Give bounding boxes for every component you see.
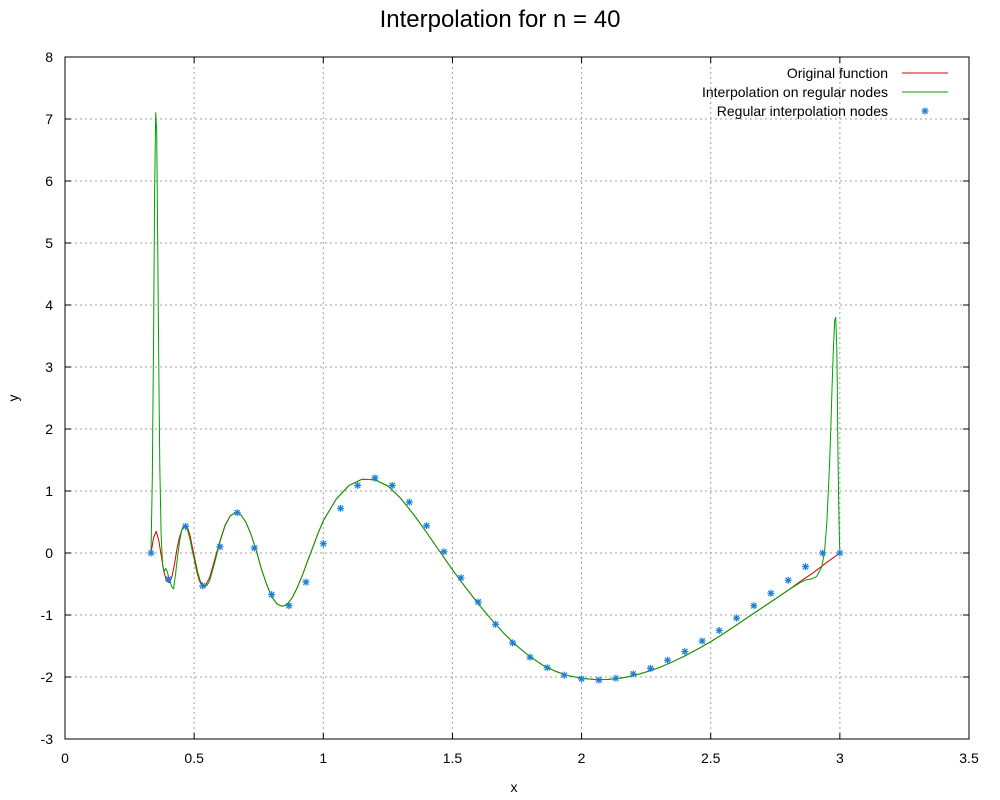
plot-border	[64, 56, 970, 740]
y-tick-label: 8	[45, 49, 53, 65]
interpolation-node-point	[595, 676, 603, 684]
legend-interpolation-regular-nodes: Interpolation on regular nodes	[702, 84, 948, 100]
y-tick-label: 5	[45, 235, 53, 251]
grid-lines	[65, 57, 969, 739]
interpolation-node-point	[733, 614, 741, 622]
legend-original-function: Original function	[787, 65, 948, 81]
interpolation-node-point	[457, 574, 465, 582]
interpolation-node-point	[354, 481, 362, 489]
y-tick-label: 0	[45, 545, 53, 561]
interpolation-node-point	[268, 591, 276, 599]
interpolation-node-point	[147, 549, 155, 557]
interpolation-node-point	[302, 578, 310, 586]
x-tick-label: 3	[836, 750, 844, 766]
interpolation-node-point	[836, 549, 844, 557]
legend-label: Original function	[787, 65, 888, 81]
interpolation-node-point	[216, 543, 224, 551]
interpolation-node-point	[423, 522, 431, 530]
y-tick-label: -2	[41, 669, 54, 685]
y-tick-labels: -3 -2 -1 0 1 2 3 4 5 6 7 8	[41, 49, 54, 747]
x-tick-label: 1.5	[443, 750, 463, 766]
interpolation-nodes	[147, 474, 844, 684]
interpolation-node-point	[199, 582, 207, 590]
interpolation-node-point	[698, 637, 706, 645]
interpolation-node-point	[405, 498, 413, 506]
interpolation-node-point	[319, 540, 327, 548]
x-axis-label: x	[511, 779, 518, 795]
interpolation-node-point	[474, 598, 482, 606]
y-tick-label: 4	[45, 297, 53, 313]
y-tick-label: -1	[41, 607, 54, 623]
legend-regular-interpolation-nodes: Regular interpolation nodes	[717, 103, 929, 119]
y-tick-label: 6	[45, 173, 53, 189]
x-tick-label: 0	[61, 750, 69, 766]
y-tick-label: 3	[45, 359, 53, 375]
y-tick-label: 1	[45, 483, 53, 499]
interpolation-line	[150, 112, 841, 680]
y-tick-label: 7	[45, 111, 53, 127]
interpolation-node-point	[164, 575, 172, 583]
x-tick-label: 3.5	[959, 750, 979, 766]
y-axis-label: y	[5, 395, 21, 402]
interpolation-node-point	[388, 481, 396, 489]
legend: Original function Interpolation on regula…	[702, 65, 948, 119]
chart-title: Interpolation for n = 40	[379, 6, 621, 33]
interpolation-node-point	[371, 474, 379, 482]
interpolation-node-point	[492, 620, 500, 628]
interpolation-node-point	[784, 576, 792, 584]
interpolation-node-point	[802, 563, 810, 571]
interpolation-node-point	[560, 671, 568, 679]
interpolation-node-point	[543, 664, 551, 672]
interpolation-node-point	[250, 544, 258, 552]
interpolation-node-point	[233, 509, 241, 517]
y-tick-label: 2	[45, 421, 53, 437]
interpolation-node-point	[526, 653, 534, 661]
x-tick-label: 0.5	[184, 750, 204, 766]
interpolation-node-point	[819, 549, 827, 557]
interpolation-node-point	[509, 639, 517, 647]
x-tick-label: 2	[578, 750, 586, 766]
interpolation-node-point	[182, 522, 190, 530]
interpolation-node-point	[285, 602, 293, 610]
interpolation-node-point	[647, 664, 655, 672]
y-tick-label: -3	[41, 731, 54, 747]
plot-area	[65, 57, 969, 739]
legend-label: Interpolation on regular nodes	[702, 84, 888, 100]
interpolation-node-point	[715, 627, 723, 634]
interpolation-node-point	[767, 589, 775, 597]
x-tick-labels: 0 0.5 1 1.5 2 2.5 3 3.5	[61, 750, 979, 766]
legend-label: Regular interpolation nodes	[717, 103, 888, 119]
interpolation-node-point	[337, 504, 345, 512]
interpolation-node-point	[681, 648, 689, 656]
interpolation-node-point	[578, 675, 586, 683]
series-layer	[147, 112, 844, 684]
x-tick-label: 1	[319, 750, 327, 766]
interpolation-node-point	[664, 656, 672, 664]
interpolation-node-point	[612, 674, 620, 682]
interpolation-node-point	[440, 548, 448, 556]
legend-star-swatch	[921, 107, 929, 115]
interpolation-node-point	[750, 602, 758, 610]
x-tick-label: 2.5	[701, 750, 721, 766]
interpolation-node-point	[629, 670, 637, 678]
